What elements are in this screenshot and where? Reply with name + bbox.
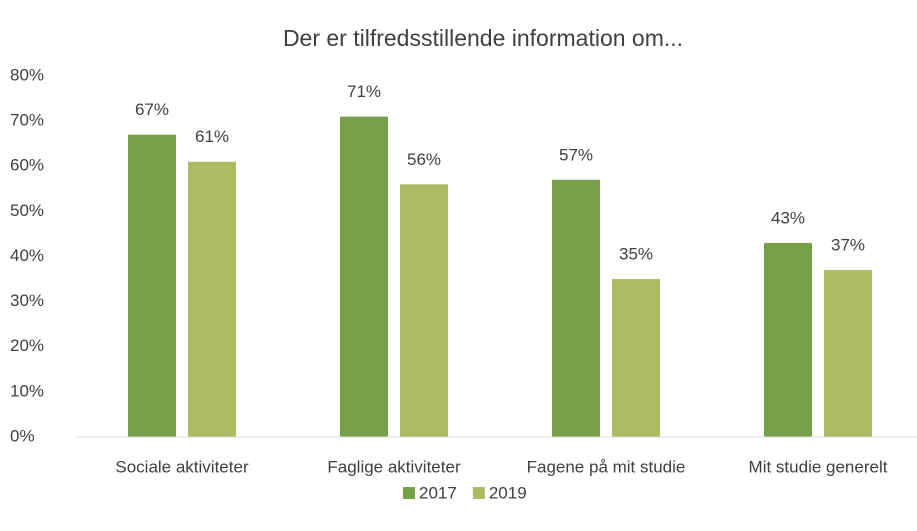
value-label: 43% <box>771 208 805 227</box>
x-tick-label: Mit studie generelt <box>749 457 888 476</box>
value-label: 71% <box>347 82 381 101</box>
y-tick-label: 30% <box>10 291 44 310</box>
legend-swatch <box>403 487 415 499</box>
y-tick-label: 10% <box>10 381 44 400</box>
legend-label: 2019 <box>489 483 527 502</box>
legend-swatch <box>472 487 485 499</box>
y-tick-label: 70% <box>10 111 44 130</box>
x-tick-label: Fagene på mit studie <box>527 457 686 476</box>
value-label: 37% <box>831 236 865 255</box>
legend-label: 2017 <box>419 483 457 502</box>
y-tick-label: 40% <box>10 246 44 265</box>
x-tick-label: Faglige aktiviteter <box>327 457 461 476</box>
y-tick-label: 50% <box>10 201 44 220</box>
y-tick-label: 60% <box>10 156 44 175</box>
bar <box>188 161 236 438</box>
bar <box>612 279 660 437</box>
bar <box>764 242 812 437</box>
value-label: 35% <box>619 245 653 264</box>
chart-title: Der er tilfredsstillende information om.… <box>283 25 683 51</box>
bar <box>128 134 176 437</box>
x-tick-label: Sociale aktiviteter <box>115 457 249 476</box>
bar <box>552 179 600 437</box>
value-label: 57% <box>559 145 593 164</box>
y-tick-label: 20% <box>10 336 44 355</box>
value-label: 56% <box>407 150 441 169</box>
value-label: 67% <box>135 100 169 119</box>
y-tick-label: 80% <box>10 65 44 84</box>
value-label: 61% <box>195 127 229 146</box>
bar <box>340 116 388 438</box>
bar <box>824 270 872 437</box>
bar <box>400 184 448 437</box>
y-tick-label: 0% <box>10 426 35 445</box>
